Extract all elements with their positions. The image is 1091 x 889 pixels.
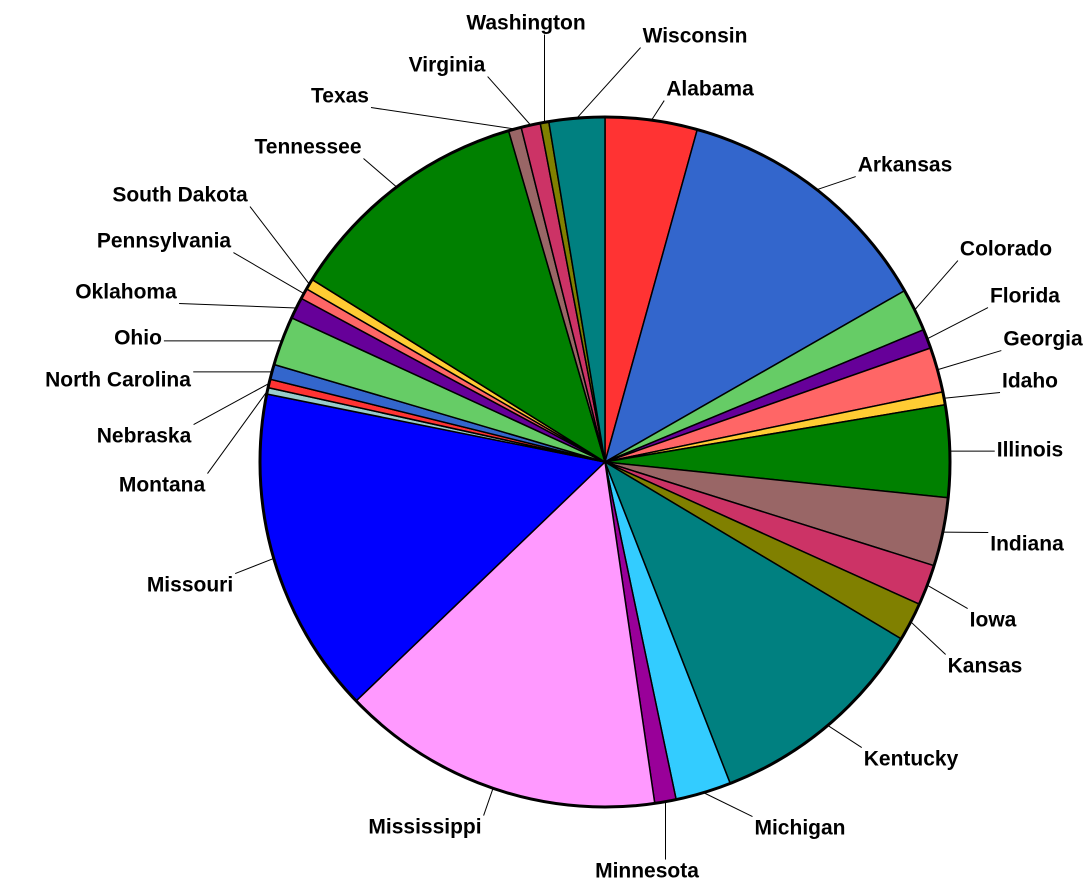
slice-label: Arkansas xyxy=(858,154,953,177)
slice-label: Wisconsin xyxy=(643,25,748,48)
pie-outline xyxy=(258,115,952,809)
slice-label: Kansas xyxy=(948,655,1023,678)
slice-label: Idaho xyxy=(1002,370,1058,393)
slice-label: Texas xyxy=(311,85,369,108)
leader-line xyxy=(651,100,665,121)
leader-line xyxy=(827,725,863,748)
leader-line xyxy=(927,584,968,609)
leader-line xyxy=(233,252,305,295)
slice-label: Montana xyxy=(119,474,206,497)
slice-label: Minnesota xyxy=(595,860,699,883)
slice-label: Illinois xyxy=(997,439,1064,462)
slice-label: Alabama xyxy=(666,78,754,101)
leader-line xyxy=(193,382,270,425)
leader-line xyxy=(927,307,989,340)
slice-label: Indiana xyxy=(990,533,1064,556)
slice-label: Colorado xyxy=(960,238,1052,261)
leader-line xyxy=(483,788,494,816)
leader-line xyxy=(914,260,959,311)
leader-line xyxy=(487,76,532,126)
slice-label: Missouri xyxy=(147,574,233,597)
slice-label: Georgia xyxy=(1003,328,1083,351)
slice-label: North Carolina xyxy=(45,369,191,392)
slice-label: Nebraska xyxy=(97,425,192,448)
leader-line xyxy=(576,47,641,119)
leader-line xyxy=(249,206,310,285)
leader-line xyxy=(234,557,274,575)
pie xyxy=(258,115,952,809)
slice-label: Oklahoma xyxy=(75,281,177,304)
leader-line xyxy=(910,621,946,655)
slice-label: Florida xyxy=(990,285,1060,308)
labels: Alabama Arkansas Colorado Florida Georgia Ida… xyxy=(45,12,1083,883)
slice-label: Tennessee xyxy=(255,136,362,159)
leader-line xyxy=(370,107,515,130)
slice-label: Mississippi xyxy=(368,816,481,839)
slice-label: Ohio xyxy=(114,327,162,350)
leader-line xyxy=(703,792,753,817)
slice-label: Iowa xyxy=(970,609,1017,632)
slice-label: Washington xyxy=(466,12,585,35)
leader-line xyxy=(207,390,268,474)
leader-line xyxy=(816,176,856,191)
leader-line xyxy=(363,158,397,188)
slice-label: Virginia xyxy=(409,54,486,77)
slice-label: Kentucky xyxy=(864,748,959,771)
leader-line xyxy=(944,392,1001,399)
slice-label: South Dakota xyxy=(112,184,248,207)
slice-label: Michigan xyxy=(754,817,845,840)
slice-label: Pennsylvania xyxy=(97,230,232,253)
leader-line xyxy=(179,303,297,309)
leader-line xyxy=(937,350,1002,371)
